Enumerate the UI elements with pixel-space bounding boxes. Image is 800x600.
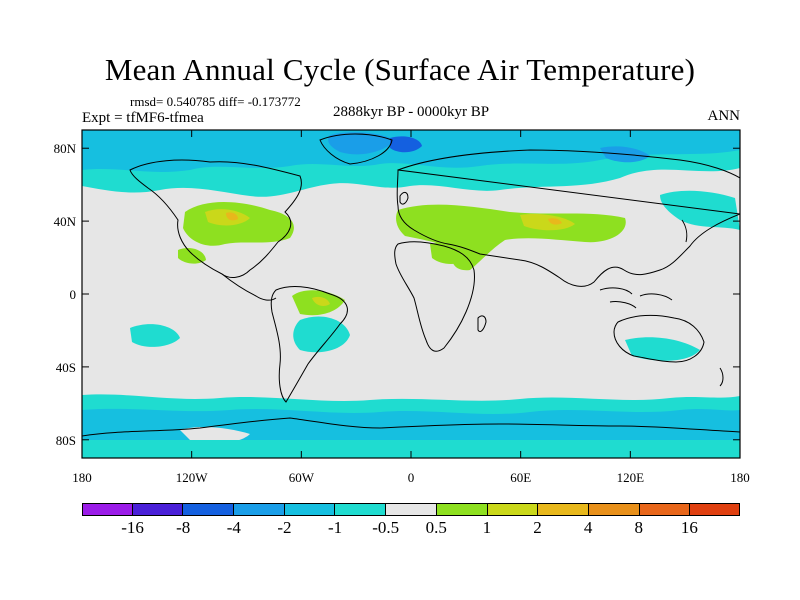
antarctic-neutral-patch (180, 427, 250, 444)
north-america-warm-peak (226, 212, 238, 221)
greenland-coast (319, 133, 393, 165)
axis-tick-labels: 180 120W 60W 0 60E 120E 180 80N 40N 0 40S 80S (54, 141, 750, 485)
sahara-warm (430, 242, 470, 264)
colorbar-cell (82, 503, 133, 516)
colorbar-label: -4 (226, 518, 241, 537)
y-tick-label: 80N (54, 141, 77, 156)
australia-coast (613, 314, 705, 363)
colorbar-cell (487, 503, 539, 516)
central-asia-warm-core (520, 214, 575, 231)
colorbar-label: 16 (680, 518, 698, 537)
experiment-label: Expt = tfMF6-tfmea (82, 110, 204, 126)
colorbar-label: -0.5 (372, 518, 400, 537)
coastlines (82, 133, 740, 437)
colorbar-label: 2 (533, 518, 542, 537)
colorbar-label: -2 (277, 518, 292, 537)
stats-text: rmsd= 0.540785 diff= -0.173772 (130, 94, 301, 109)
x-tick-label: 180 (72, 470, 92, 485)
north-america-coast (129, 159, 302, 278)
axis-ticks (81, 130, 741, 458)
antarctic-coast-cool (82, 440, 740, 458)
japan-coast (681, 219, 688, 243)
antarctica-coast (82, 417, 740, 437)
colorbar-cell (588, 503, 640, 516)
y-tick-label: 0 (70, 287, 77, 302)
colorbar-cell (386, 503, 437, 516)
period-label: 2888kyr BP - 0000kyr BP (332, 104, 490, 120)
colorbar-cell (639, 503, 691, 516)
colorbar-cell (132, 503, 184, 516)
y-tick-label: 40S (56, 360, 76, 375)
central-asia-warm-peak (548, 218, 562, 225)
australia-cool (625, 337, 700, 361)
colorbar-label: -16 (121, 518, 144, 537)
colorbar (82, 503, 740, 516)
greenland-cool (328, 132, 395, 155)
colorbar-label: 0.5 (425, 518, 447, 537)
central-america-coast (221, 273, 277, 301)
madagascar-coast (477, 315, 487, 333)
east-siberia-cool (660, 190, 740, 230)
colorbar-label: 1 (482, 518, 492, 537)
arctic-strong-cool (390, 136, 422, 153)
y-tick-label: 40N (54, 214, 77, 229)
south-pacific-cool (130, 324, 180, 347)
chart-title: Mean Annual Cycle (Surface Air Temperatu… (104, 52, 696, 87)
colorbar-label: 8 (634, 518, 644, 537)
colorbar-cell (284, 503, 336, 516)
colorbar-cell (690, 503, 740, 516)
africa-coast (394, 241, 475, 352)
uk-coast (399, 191, 409, 205)
y-tick-label: 80S (56, 433, 76, 448)
maritime-continent-coast (599, 287, 673, 309)
colorbar-cell (436, 503, 488, 516)
x-tick-label: 120W (176, 470, 209, 485)
colorbar-cell (538, 503, 589, 516)
map-field (82, 130, 740, 458)
x-tick-label: 0 (408, 470, 415, 485)
south-america-warm-core (312, 296, 330, 306)
season-label: ANN (707, 108, 741, 124)
new-zealand-coast (719, 367, 724, 387)
colorbar-label: 4 (583, 518, 593, 537)
colorbar-cell (234, 503, 285, 516)
colorbar-label: -8 (176, 518, 191, 537)
x-tick-label: 180 (730, 470, 750, 485)
south-atlantic-cool (293, 316, 350, 353)
south-america-coast (270, 286, 348, 403)
x-tick-label: 120E (617, 470, 645, 485)
eurasia-coast (396, 149, 740, 287)
colorbar-cell (183, 503, 235, 516)
x-tick-label: 60E (510, 470, 531, 485)
colorbar-cell (335, 503, 387, 516)
colorbar-label: -1 (327, 518, 343, 537)
x-tick-label: 60W (289, 470, 315, 485)
